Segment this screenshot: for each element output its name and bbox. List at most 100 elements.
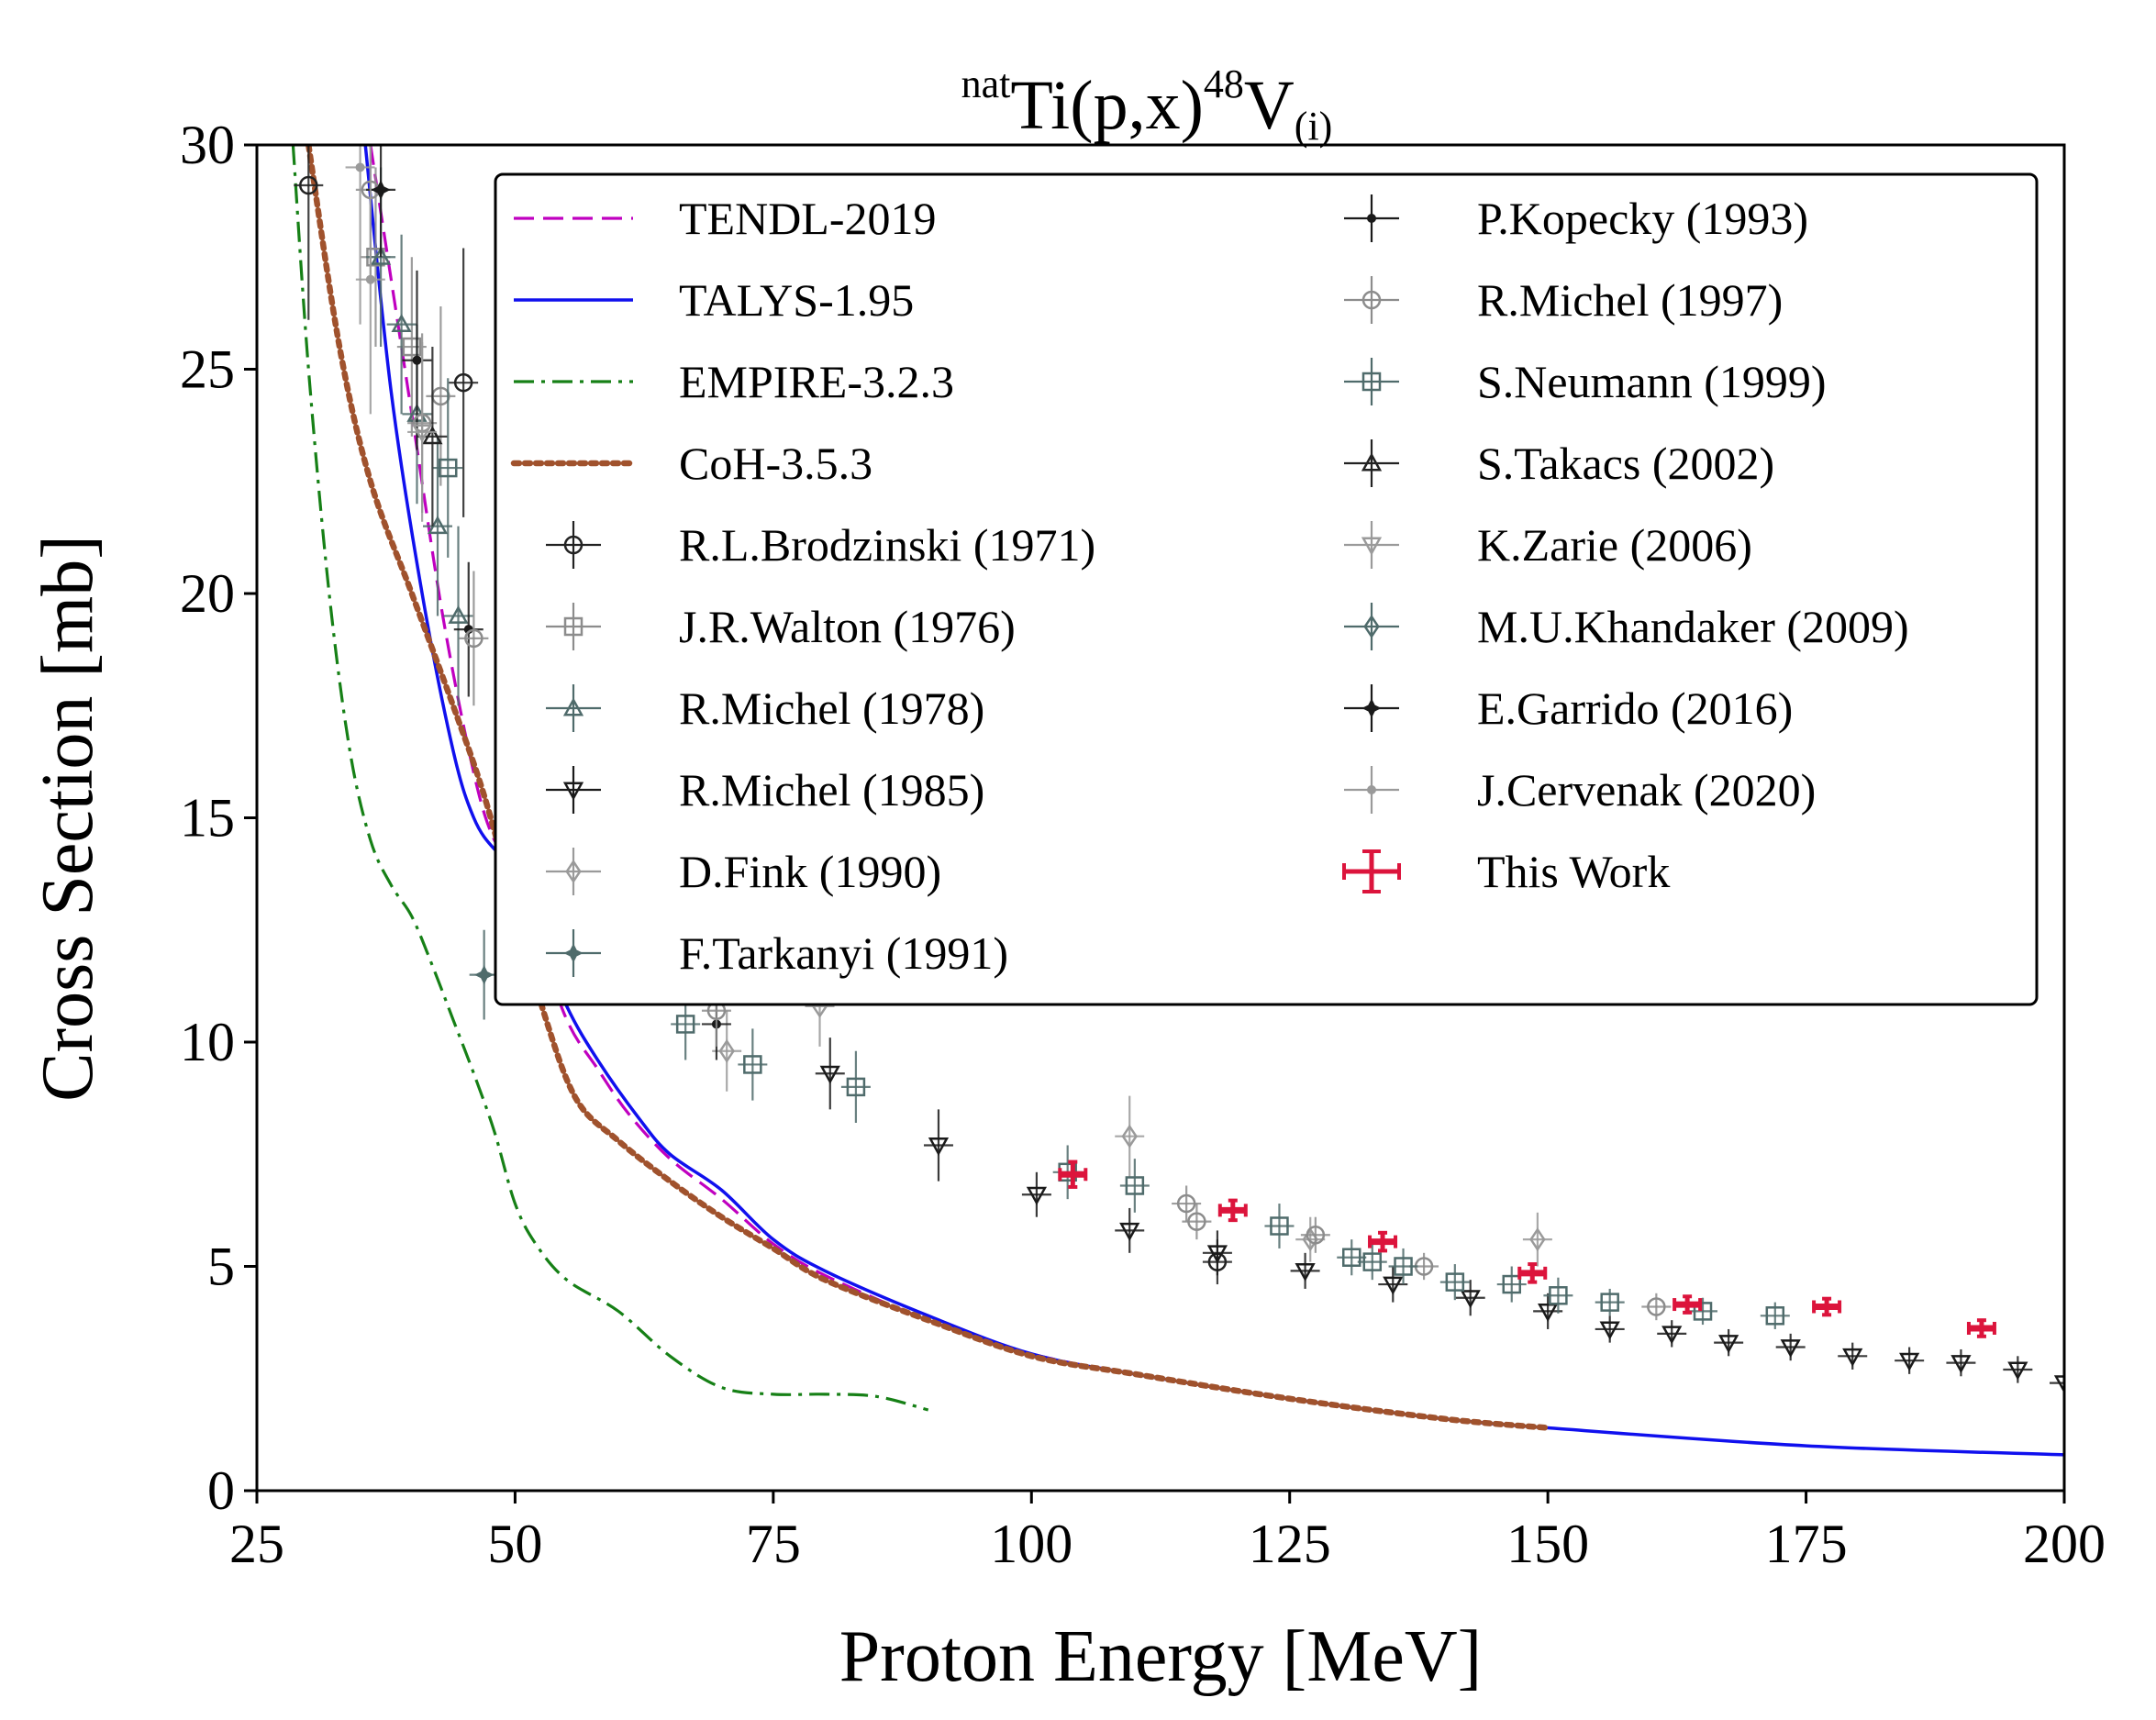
data-point bbox=[1121, 1124, 1138, 1149]
legend-item-s-neumann-1999: S.Neumann (1999) bbox=[1344, 356, 1827, 407]
data-point bbox=[1549, 1286, 1568, 1305]
legend-swatch-marker bbox=[1363, 614, 1380, 639]
data-point bbox=[1718, 1335, 1739, 1354]
data-point bbox=[299, 175, 318, 195]
legend-swatch-marker bbox=[1367, 785, 1376, 794]
data-point bbox=[411, 424, 433, 443]
data-point bbox=[464, 628, 483, 649]
legend-label: F.Tarkanyi (1991) bbox=[679, 927, 1008, 979]
data-point bbox=[1661, 1326, 1683, 1345]
legend-swatch-marker bbox=[562, 697, 584, 716]
data-point bbox=[1538, 1303, 1559, 1322]
data-point bbox=[1529, 1227, 1546, 1252]
data-point bbox=[365, 274, 375, 284]
x-tick-label: 175 bbox=[1765, 1514, 1848, 1574]
y-tick-label: 25 bbox=[180, 339, 235, 400]
title-mass-superscript: 48 bbox=[1204, 61, 1244, 106]
y-axis-label: Cross Section [mb] bbox=[28, 535, 108, 1102]
legend-item-d-fink-1990: D.Fink (1990) bbox=[546, 846, 941, 897]
x-tick-label: 125 bbox=[1249, 1514, 1331, 1574]
title-product: V bbox=[1244, 67, 1295, 144]
data-point bbox=[1599, 1321, 1620, 1340]
data-point bbox=[1460, 1290, 1481, 1309]
legend-item-talys-1-95: TALYS-1.95 bbox=[514, 274, 914, 326]
data-point bbox=[1306, 1226, 1326, 1245]
legend-label: S.Takacs (2002) bbox=[1477, 438, 1774, 489]
legend-item-f-tarkanyi-1991: F.Tarkanyi (1991) bbox=[546, 927, 1008, 979]
legend-label: D.Fink (1990) bbox=[679, 846, 941, 897]
data-point bbox=[371, 180, 391, 200]
data-point bbox=[743, 1055, 762, 1074]
legend-label: J.R.Walton (1976) bbox=[679, 601, 1016, 652]
data-point bbox=[1026, 1186, 1048, 1205]
data-point bbox=[1842, 1348, 1863, 1367]
legend-swatch-marker bbox=[563, 943, 583, 963]
x-tick-label: 25 bbox=[229, 1514, 284, 1574]
legend-label: J.Cervenak (2020) bbox=[1477, 764, 1816, 816]
data-point bbox=[391, 314, 412, 333]
data-point bbox=[1394, 1257, 1413, 1276]
x-tick-label: 200 bbox=[2023, 1514, 2106, 1574]
data-point bbox=[1502, 1274, 1521, 1294]
legend-label: R.Michel (1997) bbox=[1477, 274, 1783, 326]
legend-item-r-l-brodzinski-1971: R.L.Brodzinski (1971) bbox=[546, 519, 1095, 571]
data-point bbox=[402, 337, 422, 357]
title-subscript: (i) bbox=[1295, 104, 1333, 149]
y-tick-label: 30 bbox=[180, 115, 235, 175]
legend-swatch-marker bbox=[563, 616, 583, 637]
legend-item-empire-3-2-3: EMPIRE-3.2.3 bbox=[514, 356, 954, 407]
legend-box bbox=[494, 172, 2039, 1006]
series-r-l-brodzinski-1971 bbox=[294, 145, 1232, 1285]
legend-label: E.Garrido (2016) bbox=[1477, 682, 1793, 734]
series-j-cervenak-2020 bbox=[345, 145, 385, 415]
data-point bbox=[819, 1065, 840, 1084]
data-point bbox=[473, 964, 495, 985]
data-point bbox=[1647, 1297, 1666, 1316]
y-tick-label: 15 bbox=[180, 788, 235, 849]
legend-label: CoH-3.5.3 bbox=[679, 438, 872, 489]
legend-label: R.L.Brodzinski (1971) bbox=[679, 519, 1095, 571]
legend-item-r-michel-1985: R.Michel (1985) bbox=[546, 764, 984, 816]
legend-label: M.U.Khandaker (2009) bbox=[1477, 601, 1909, 652]
title-prefix-superscript: nat bbox=[961, 61, 1011, 106]
model-curves bbox=[291, 145, 2064, 1457]
data-point bbox=[1693, 1302, 1713, 1321]
legend: TENDL-2019 TALYS-1.95 EMPIRE-3.2.3 CoH-3.5.… bbox=[494, 172, 2039, 1006]
legend-swatch-marker bbox=[1361, 452, 1383, 472]
data-point bbox=[355, 162, 365, 172]
data-point bbox=[1600, 1293, 1619, 1312]
legend-label: S.Neumann (1999) bbox=[1477, 356, 1827, 407]
legend-item-j-cervenak-2020: J.Cervenak (2020) bbox=[1344, 764, 1816, 816]
data-point bbox=[370, 246, 392, 265]
experimental-points bbox=[294, 145, 2064, 1397]
data-point bbox=[1383, 1276, 1404, 1295]
y-tick-label: 0 bbox=[207, 1460, 235, 1521]
legend-label: R.Michel (1985) bbox=[679, 764, 984, 816]
series-r-michel-1985 bbox=[815, 1038, 2064, 1397]
data-point bbox=[1206, 1245, 1228, 1264]
curve-coh-3-5-3 bbox=[306, 145, 1551, 1431]
data-point bbox=[846, 1077, 866, 1097]
legend-label: This Work bbox=[1477, 846, 1670, 897]
legend-label: P.Kopecky (1993) bbox=[1477, 193, 1808, 244]
legend-item-tendl-2019: TENDL-2019 bbox=[514, 193, 937, 244]
legend-item-j-r-walton-1976: J.R.Walton (1976) bbox=[546, 601, 1016, 652]
y-tick-label: 10 bbox=[180, 1012, 235, 1072]
legend-swatch-marker bbox=[565, 859, 582, 884]
data-point bbox=[453, 372, 473, 393]
data-point bbox=[1780, 1339, 1801, 1359]
data-point bbox=[2053, 1375, 2064, 1394]
series-f-tarkanyi-1991 bbox=[469, 929, 499, 1020]
series-this-work bbox=[1058, 1160, 1996, 1338]
legend-label: R.Michel (1978) bbox=[679, 682, 984, 734]
legend-label: K.Zarie (2006) bbox=[1477, 519, 1752, 571]
legend-swatch-marker bbox=[563, 535, 583, 555]
data-point bbox=[928, 1137, 950, 1157]
data-point bbox=[412, 355, 422, 365]
data-point bbox=[718, 1038, 735, 1063]
data-point bbox=[1295, 1262, 1316, 1282]
legend-item-e-garrido-2016: E.Garrido (2016) bbox=[1344, 682, 1793, 734]
legend-swatch-marker bbox=[1361, 698, 1382, 718]
data-point bbox=[1125, 1176, 1145, 1195]
